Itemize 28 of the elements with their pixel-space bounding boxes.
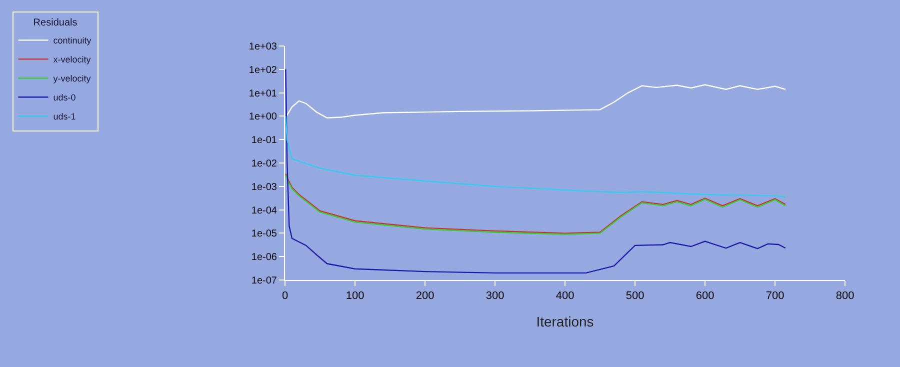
x-tick-label: 200: [416, 290, 434, 302]
legend-label: continuity: [53, 36, 92, 46]
line-series: [285, 116, 786, 198]
y-tick-label: 1e-05: [251, 228, 278, 240]
y-tick-label: 1e-04: [251, 205, 278, 216]
x-tick-label: 300: [486, 290, 504, 302]
x-tick-label: 500: [626, 290, 644, 302]
y-tick-label: 1e-02: [251, 158, 278, 170]
y-tick-label: 1e+02: [248, 64, 278, 76]
y-tick-label: 1e-03: [251, 182, 278, 193]
y-tick-label: 1e-07: [251, 276, 278, 286]
x-tick-label: 0: [282, 290, 288, 302]
x-tick-label: 100: [346, 290, 364, 302]
x-axis-title: Iterations: [536, 314, 594, 330]
y-tick-label: 1e+03: [248, 42, 278, 52]
legend-label: x-velocity: [53, 54, 92, 65]
legend-title: Residuals: [33, 18, 78, 29]
legend-label: uds-0: [53, 92, 76, 103]
legend-label: y-velocity: [53, 74, 92, 84]
x-tick-label: 700: [766, 290, 784, 302]
y-tick-label: 1e-01: [251, 135, 278, 146]
x-tick-label: 800: [836, 290, 854, 302]
x-tick-label: 400: [556, 290, 574, 302]
y-tick-label: 1e+01: [248, 88, 278, 100]
legend-label: uds-1: [53, 112, 76, 122]
y-tick-label: 1e-06: [251, 252, 278, 264]
x-tick-label: 600: [696, 290, 714, 302]
y-tick-label: 1e+00: [248, 112, 278, 123]
